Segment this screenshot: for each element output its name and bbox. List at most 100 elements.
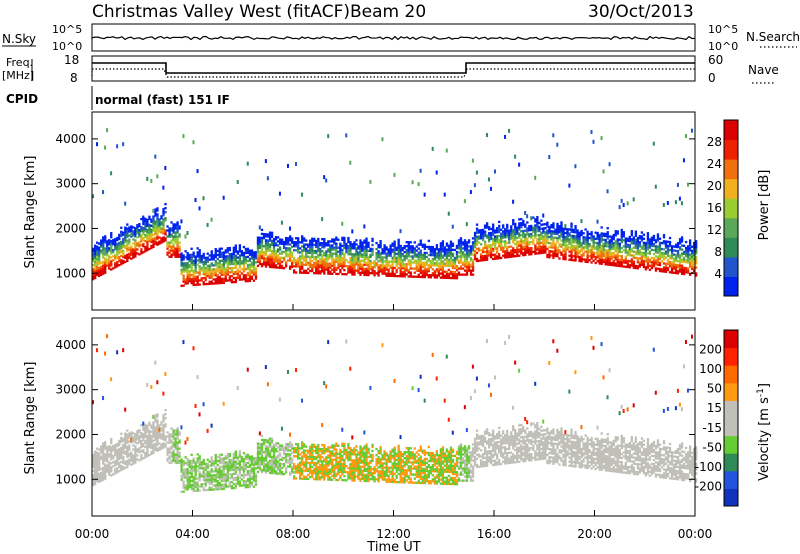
power-cell — [554, 252, 557, 256]
power-cell — [648, 260, 652, 263]
power-cell — [274, 238, 278, 241]
velocity-cell — [188, 471, 191, 475]
power-cell — [516, 232, 519, 235]
power-cell — [297, 261, 300, 264]
power-cell — [524, 243, 527, 247]
power-cell — [682, 158, 685, 163]
power-cell — [471, 253, 475, 256]
velocity-cell — [162, 418, 165, 421]
power-cell — [260, 254, 264, 258]
power-cell — [612, 264, 615, 267]
power-cell — [313, 243, 316, 247]
power-cell — [423, 257, 426, 261]
velocity-cell — [222, 477, 225, 480]
power-cell — [349, 253, 352, 256]
power-cell — [684, 269, 688, 272]
power-cell — [250, 249, 254, 252]
power-cell — [594, 241, 597, 245]
power-cell — [192, 283, 195, 287]
power-cell — [104, 265, 107, 268]
power-cell — [323, 268, 326, 271]
velocity-cell — [106, 468, 109, 471]
power-cell — [170, 235, 173, 238]
power-cell — [319, 254, 322, 257]
power-cell — [664, 270, 668, 273]
power-cell — [421, 275, 424, 279]
power-cell — [196, 279, 199, 282]
power-cell — [652, 244, 656, 248]
power-cell — [413, 261, 416, 264]
power-cell — [646, 234, 650, 237]
power-cell — [682, 250, 686, 254]
power-cell — [489, 243, 493, 247]
velocity-cell — [166, 451, 169, 454]
power-cell — [156, 227, 159, 230]
power-cell — [403, 255, 406, 258]
power-cell — [337, 238, 340, 241]
power-cell — [341, 236, 344, 240]
power-cell — [658, 247, 662, 251]
power-cell — [222, 281, 225, 284]
power-cell — [467, 241, 471, 244]
power-cell — [365, 241, 368, 244]
power-cell — [337, 272, 340, 276]
power-cell — [270, 253, 274, 257]
power-cell — [568, 254, 571, 257]
power-cell — [200, 259, 203, 262]
power-cell — [483, 246, 487, 250]
velocity-cell — [144, 454, 147, 457]
velocity-cell — [98, 480, 101, 484]
velocity-cell — [198, 477, 201, 480]
power-cell — [365, 273, 368, 277]
power-cell — [415, 253, 418, 256]
power-cell — [467, 253, 471, 256]
power-cell — [246, 277, 250, 281]
power-cell — [297, 243, 300, 246]
power-cell — [560, 229, 563, 232]
power-cell — [369, 271, 372, 275]
power-cell — [327, 248, 330, 251]
power-cell — [94, 264, 97, 268]
power-cell — [148, 217, 151, 220]
power-cell — [624, 245, 627, 248]
power-cell — [552, 240, 555, 243]
power-cell — [234, 280, 238, 284]
power-cell — [558, 249, 561, 252]
power-cell — [238, 278, 242, 281]
velocity-cell — [238, 482, 242, 485]
power-cell — [447, 260, 451, 263]
power-cell — [407, 275, 410, 278]
power-cell — [268, 259, 272, 263]
power-cell — [435, 246, 439, 249]
velocity-cell — [94, 472, 97, 476]
power-cell — [242, 276, 246, 279]
power-cell — [518, 222, 521, 225]
power-cell — [670, 249, 674, 252]
power-cell — [572, 244, 575, 248]
velocity-cell — [164, 371, 167, 376]
velocity-cell — [230, 458, 233, 462]
power-cell — [337, 256, 340, 260]
velocity-cell — [218, 487, 221, 491]
power-cell — [170, 229, 173, 232]
power-cell — [156, 221, 159, 224]
power-cell — [435, 274, 439, 277]
velocity-cell — [96, 348, 99, 353]
velocity-cell — [170, 455, 173, 458]
power-cell — [194, 198, 197, 203]
power-cell — [154, 154, 157, 159]
power-cell — [184, 280, 187, 283]
power-cell — [264, 233, 268, 236]
power-cell — [508, 231, 511, 234]
power-cell — [666, 244, 670, 247]
power-cell — [341, 258, 344, 262]
power-cell — [96, 269, 99, 273]
power-cell — [363, 259, 366, 262]
power-cell — [542, 227, 545, 230]
power-cell — [214, 270, 217, 273]
power-cell — [616, 248, 619, 251]
velocity-cell — [222, 463, 225, 466]
power-cell — [668, 254, 672, 258]
power-cell — [437, 262, 441, 265]
velocity-cell — [180, 425, 183, 430]
